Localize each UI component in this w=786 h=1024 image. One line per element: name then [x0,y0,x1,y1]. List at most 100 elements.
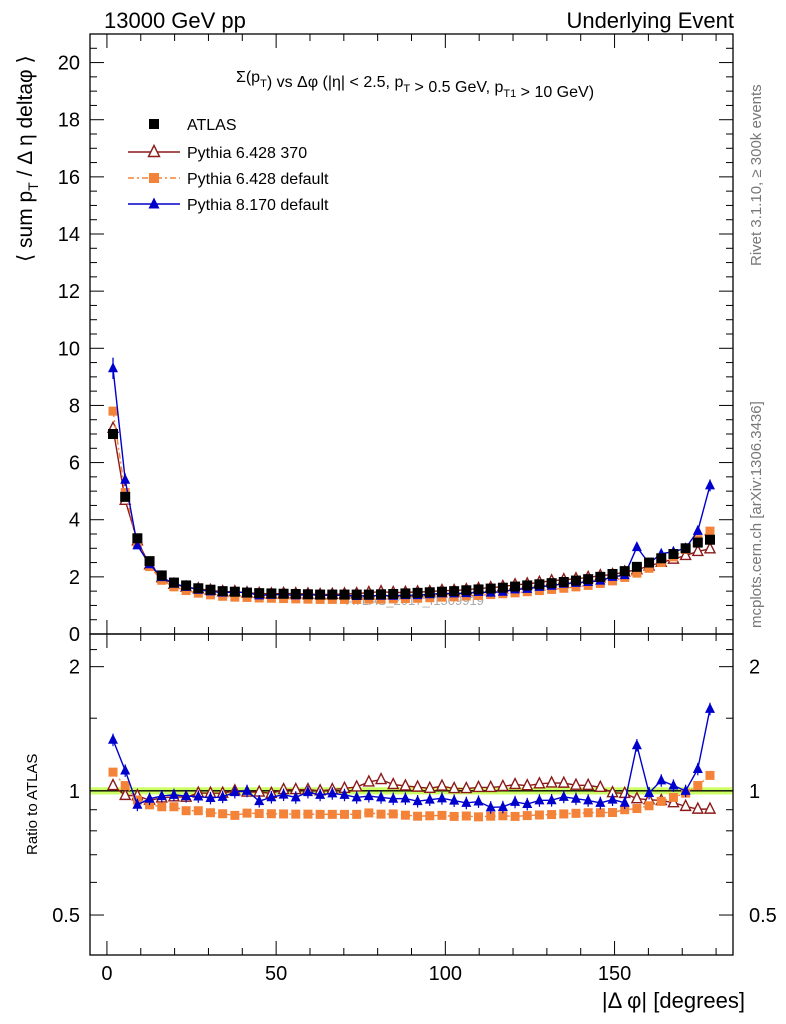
ratio-y-tick-label-right: 1 [749,781,760,803]
ratio-point-2 [656,774,667,785]
y-tick-label: 6 [69,453,80,475]
series-line-3 [112,368,711,597]
ratio-point-2 [424,793,435,804]
ratio-point-1 [559,809,569,819]
ratio-point-1 [668,792,678,802]
ratio-point-1 [644,801,654,811]
ratio-point-2 [363,790,374,801]
ratio-point-1 [266,809,276,819]
legend-marker [149,173,159,183]
ratio-point-1 [522,811,532,821]
series-point-0 [644,557,655,568]
series-point-0 [436,586,447,597]
legend-label: Pythia 6.428 370 [187,145,307,162]
series-point-0 [485,583,496,594]
ratio-point-1 [120,781,130,791]
ratio-point-1 [388,809,398,819]
ratio-point-1 [108,767,118,777]
x-tick-label: 50 [265,963,287,985]
ratio-point-1 [534,810,544,820]
ratio-point-0 [374,771,388,785]
ratio-point-2 [607,793,618,804]
legend-marker [148,197,160,209]
series-point-0 [351,589,362,600]
ratio-y-tick-label: 1 [69,781,80,803]
ratio-point-0 [484,779,497,793]
ratio-point-0 [545,775,558,788]
series-point-2 [559,583,569,593]
series-point-2 [705,526,715,536]
ratio-y-axis-title: Ratio to ATLAS [24,754,41,855]
ratio-point-1 [193,806,203,816]
ratio-point-0 [521,778,534,791]
ratio-point-2 [278,788,289,799]
ratio-point-0 [399,778,412,791]
ratio-point-1 [632,804,642,814]
ratio-point-2 [485,801,496,812]
ratio-point-1 [291,809,301,819]
series-point-2 [230,592,240,602]
series-point-0 [229,586,240,597]
series-point-0 [400,588,411,599]
ratio-point-1 [218,809,228,819]
ratio-point-0 [362,774,375,787]
ratio-point-2 [680,784,691,795]
ratio-point-2 [254,795,265,806]
ratio-point-2 [351,791,362,802]
ratio-point-1 [693,781,703,791]
series-point-0 [242,587,253,598]
ratio-point-0 [703,801,717,814]
ratio-point-2 [290,791,301,802]
series-point-3 [631,541,642,552]
ratio-point-2 [339,788,350,799]
ratio-point-2 [436,792,447,803]
x-tick-label: 150 [598,963,631,985]
ratio-point-2 [631,739,642,750]
ratio-point-1 [303,809,313,819]
series-point-0 [156,570,167,581]
series-point-0 [570,575,581,586]
ratio-point-2 [266,791,277,802]
ratio-point-1 [425,811,435,821]
ratio-point-1 [547,810,557,820]
ratio-point-2 [302,786,313,797]
ratio-point-0 [411,779,424,792]
ratio-point-0 [496,778,510,792]
ratio-point-0 [691,801,704,814]
series-point-0 [631,561,642,572]
series-point-0 [290,589,301,599]
ratio-point-2 [156,790,167,801]
ratio-point-0 [460,780,473,794]
series-point-0 [656,553,667,564]
x-axis-title: |Δ φ| [degrees] [602,988,745,1013]
ratio-point-2 [242,784,253,795]
series-point-0 [315,589,326,600]
ratio-point-0 [119,787,132,801]
series-point-0 [302,589,313,600]
ratio-point-1 [205,808,215,818]
ratio-point-1 [474,812,484,822]
ratio-point-2 [510,795,521,806]
series-point-0 [704,534,715,545]
ratio-point-1 [486,811,496,821]
legend-marker [149,119,159,129]
series-point-3 [132,539,143,550]
series-point-3 [108,362,119,373]
ratio-y-tick-label-right: 2 [749,657,760,679]
ratio-point-0 [423,780,436,794]
ratio-point-1 [656,796,666,806]
ratio-point-1 [364,808,374,818]
series-point-3 [692,524,703,535]
ratio-point-2 [315,788,326,799]
ratio-point-0 [533,776,546,789]
ratio-point-2 [461,796,472,807]
header-left-label: 13000 GeV pp [104,8,246,33]
series-point-0 [412,587,423,598]
ratio-point-1 [437,810,447,820]
ratio-point-1 [242,808,252,818]
y-tick-label: 0 [69,624,80,646]
series-point-0 [534,579,545,590]
series-point-0 [680,543,691,554]
ratio-point-2 [497,800,508,811]
